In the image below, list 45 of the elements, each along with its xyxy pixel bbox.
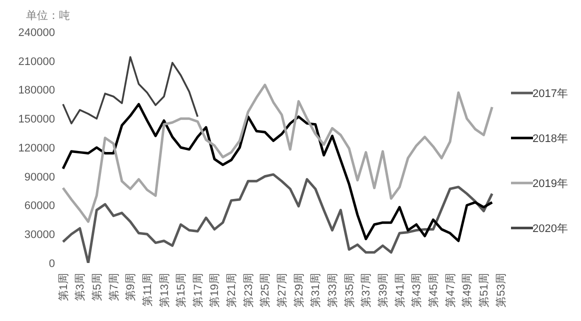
x-tick-label: 第29周 xyxy=(293,273,306,308)
y-tick-label: 180000 xyxy=(18,84,55,97)
x-tick-label: 第39周 xyxy=(378,273,390,308)
x-tick-label: 第3周 xyxy=(74,273,87,302)
y-tick-label: 240000 xyxy=(18,26,55,39)
x-tick-label: 第49周 xyxy=(462,273,474,308)
line-series xyxy=(62,56,199,124)
x-tick-label: 第25周 xyxy=(260,273,272,308)
y-axis-title: 单位：吨 xyxy=(26,9,70,23)
x-tick-label: 第31周 xyxy=(310,273,322,308)
x-tick-label: 第13周 xyxy=(158,273,171,308)
x-tick-label: 第21周 xyxy=(226,273,238,308)
x-tick-label: 第23周 xyxy=(242,273,255,308)
line-series xyxy=(62,84,494,223)
x-tick-label: 第37周 xyxy=(360,273,373,308)
y-tick-label: 60000 xyxy=(24,200,55,212)
legend-label: 2020年 xyxy=(532,222,568,236)
y-tick-label: 210000 xyxy=(18,56,55,68)
x-tick-label: 第53周 xyxy=(495,273,508,308)
x-tick-label: 第45周 xyxy=(428,273,440,308)
x-tick-label: 第15周 xyxy=(176,273,188,308)
x-tick-label: 第35周 xyxy=(344,273,356,308)
x-tick-label: 第7周 xyxy=(108,273,120,302)
x-tick-label: 第9周 xyxy=(125,273,138,302)
legend-label: 2019年 xyxy=(532,176,568,190)
y-tick-label: 90000 xyxy=(24,171,55,184)
x-tick-label: 第41周 xyxy=(394,273,406,308)
line-series xyxy=(62,173,494,263)
x-tick-label: 第11周 xyxy=(142,273,154,306)
x-tick-label: 第19周 xyxy=(209,273,222,308)
line-series xyxy=(62,102,494,242)
x-tick-label: 第27周 xyxy=(276,273,289,308)
x-tick-label: 第47周 xyxy=(444,273,457,308)
x-tick-label: 第33周 xyxy=(327,273,340,308)
y-tick-label: 30000 xyxy=(24,229,55,242)
y-tick-label: 0 xyxy=(48,258,55,270)
x-tick-label: 第43周 xyxy=(411,273,424,308)
y-tick-label: 120000 xyxy=(18,142,55,154)
x-tick-label: 第5周 xyxy=(91,273,104,302)
x-tick-label: 第51周 xyxy=(478,273,490,308)
legend-label: 2017年 xyxy=(532,86,568,100)
legend-label: 2018年 xyxy=(532,132,568,146)
y-tick-label: 150000 xyxy=(18,114,55,126)
x-tick-label: 第17周 xyxy=(192,273,204,308)
x-tick-label: 第1周 xyxy=(58,273,70,302)
